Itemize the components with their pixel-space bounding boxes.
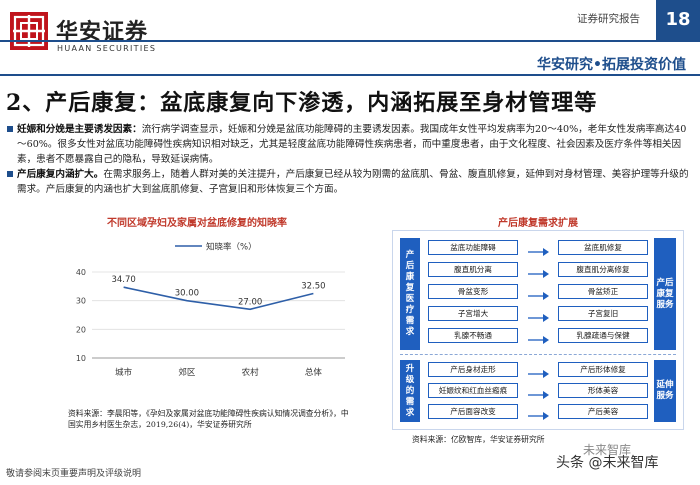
diagram-frame bbox=[392, 230, 684, 430]
medical-service-box: 骨盆矫正 bbox=[558, 284, 648, 299]
chart-title: 不同区域孕妇及家属对盆底修复的知晓率 bbox=[107, 218, 287, 229]
chart-source: 资料来源：李晨阳等，《孕妇及家属对盆底功能障碍性疾病认知情况调查分析》，中国实用… bbox=[68, 409, 349, 429]
right-arrow-icon bbox=[528, 364, 550, 378]
upgrade-service-box: 形体美容 bbox=[558, 383, 648, 398]
data-label: 34.70 bbox=[111, 275, 135, 285]
logo-english-name: HUAAN SECURITIES bbox=[57, 44, 157, 53]
y-tick-label: 10 bbox=[76, 354, 86, 363]
bullet-text: 在需求服务上，随着人群对美的关注提升，产后康复已经从较为刚需的盆底肌、骨盆、腹直… bbox=[17, 169, 689, 195]
report-type: 证券研究报告 bbox=[577, 13, 640, 25]
upgrade-need-box: 妊娠纹和红血丝瘢痕 bbox=[428, 383, 518, 398]
x-tick-label: 农村 bbox=[242, 367, 260, 378]
slogan-divider bbox=[0, 74, 700, 76]
medical-need-box: 骨盆变形 bbox=[428, 284, 518, 299]
medical-needs-label: 产后康复医疗需求 bbox=[400, 238, 420, 350]
medical-service-box: 腹直肌分离修复 bbox=[558, 262, 648, 277]
y-tick-label: 40 bbox=[76, 268, 86, 277]
medical-service-box: 盆底肌修复 bbox=[558, 240, 648, 255]
medical-service-box: 子宫复旧 bbox=[558, 306, 648, 321]
header-divider bbox=[0, 40, 700, 42]
y-tick-label: 30 bbox=[76, 297, 86, 306]
upgrade-service-box: 产后形体修复 bbox=[558, 362, 648, 377]
upgraded-needs-label: 升级的需求 bbox=[400, 360, 420, 422]
company-logo: 华安证券 HUAAN SECURITIES bbox=[10, 6, 168, 68]
footer-disclaimer: 敬请参阅末页重要声明及评级说明 bbox=[6, 469, 142, 479]
x-tick-label: 城市 bbox=[115, 367, 133, 378]
watermark: 头条 @未来智库 bbox=[556, 455, 659, 471]
medical-need-box: 乳腺不畅通 bbox=[428, 328, 518, 343]
watermark-mark: 未来智库 bbox=[583, 443, 632, 457]
legend-label: 知晓率（%） bbox=[206, 242, 257, 253]
right-arrow-icon bbox=[528, 308, 550, 322]
bullet-text: 流行病学调查显示，妊娠和分娩是盆底功能障碍的主要诱发因素。我国成年女性平均发病率… bbox=[17, 124, 687, 165]
medical-need-box: 腹直肌分离 bbox=[428, 262, 518, 277]
diagram-source: 资料来源：亿欧智库，华安证券研究所 bbox=[412, 435, 545, 444]
section-title: 2、产后康复：盆底康复向下渗透，内涵拓展至身材管理等 bbox=[6, 90, 598, 116]
right-arrow-icon bbox=[528, 385, 550, 399]
medical-service-box: 乳腺疏通与保健 bbox=[558, 328, 648, 343]
bullet-lead: 妊娠和分娩是主要诱发因素： bbox=[17, 124, 142, 135]
right-arrow-icon bbox=[528, 406, 550, 420]
medical-need-box: 盆底功能障碍 bbox=[428, 240, 518, 255]
upgrade-service-box: 产后美容 bbox=[558, 404, 648, 419]
series-line bbox=[123, 286, 314, 311]
extended-service-label: 延伸服务 bbox=[654, 360, 676, 422]
logo-seal-icon bbox=[10, 12, 48, 50]
page-number: 18 bbox=[656, 0, 700, 40]
right-arrow-icon bbox=[528, 264, 550, 278]
right-arrow-icon bbox=[528, 330, 550, 344]
diagram-title: 产后康复需求扩展 bbox=[498, 218, 578, 229]
bullet-item: 产后康复内涵扩大。在需求服务上，随着人群对美的关注提升，产后康复已经从较为刚需的… bbox=[6, 167, 694, 197]
x-tick-label: 总体 bbox=[305, 367, 323, 378]
bullet-list: 妊娠和分娩是主要诱发因素：流行病学调查显示，妊娠和分娩是盆底功能障碍的主要诱发因… bbox=[6, 122, 694, 197]
diagram-separator bbox=[400, 354, 676, 355]
rehab-service-label: 产后康复服务 bbox=[654, 238, 676, 350]
bullet-item: 妊娠和分娩是主要诱发因素：流行病学调查显示，妊娠和分娩是盆底功能障碍的主要诱发因… bbox=[6, 122, 694, 167]
data-label: 32.50 bbox=[301, 282, 325, 292]
x-tick-label: 郊区 bbox=[178, 367, 196, 378]
y-tick-label: 20 bbox=[76, 325, 86, 334]
data-label: 30.00 bbox=[175, 289, 199, 299]
awareness-line-chart: 知晓率（%） 10 20 30 40 34.70 城市 30.00 郊区 27.00 农村 32.50… bbox=[76, 242, 345, 378]
upgrade-need-box: 产后身材走形 bbox=[428, 362, 518, 377]
upgrade-need-box: 产后面容改变 bbox=[428, 404, 518, 419]
data-label: 27.00 bbox=[238, 297, 262, 307]
right-arrow-icon bbox=[528, 242, 550, 256]
bullet-lead: 产后康复内涵扩大。 bbox=[17, 169, 104, 180]
right-arrow-icon bbox=[528, 286, 550, 300]
header-slogan: 华安研究•拓展投资价值 bbox=[537, 57, 686, 73]
medical-need-box: 子宫增大 bbox=[428, 306, 518, 321]
